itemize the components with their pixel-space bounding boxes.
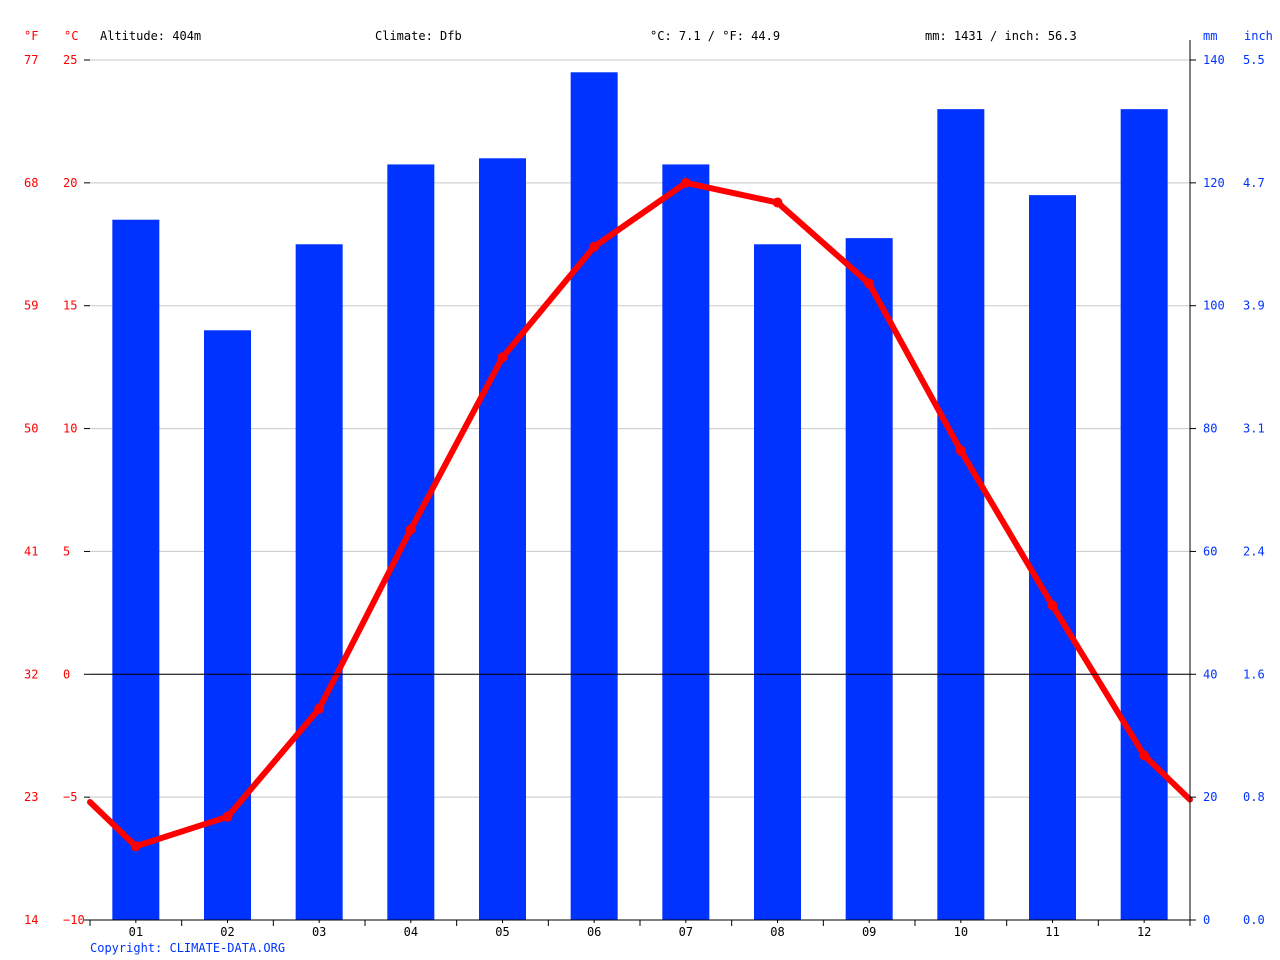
x-tick-label: 04 xyxy=(404,925,418,939)
tick-labels: 01 02 03 04 05 06 07 08 09 10 11 127768595041322314… xyxy=(24,53,1265,939)
y-tick-label-inch: 0.0 xyxy=(1243,913,1265,927)
y-tick-label-mm: 20 xyxy=(1203,790,1217,804)
precip-bar xyxy=(754,244,801,921)
y-tick-label-celsius: 0 xyxy=(63,667,70,681)
y-tick-label-fahrenheit: 14 xyxy=(24,913,38,927)
y-tick-label-celsius: 20 xyxy=(63,176,77,190)
y-tick-label-mm: 140 xyxy=(1203,53,1225,67)
precip-bar xyxy=(570,72,618,921)
temperature-point xyxy=(955,445,966,456)
axis-unit-fahrenheit: °F xyxy=(24,29,38,43)
precip-bar xyxy=(662,164,710,920)
temperature-point xyxy=(222,811,233,822)
temperature-point xyxy=(864,278,875,289)
y-tick-label-mm: 120 xyxy=(1203,176,1225,190)
y-tick-label-fahrenheit: 32 xyxy=(24,667,38,681)
temperature-point xyxy=(405,524,416,535)
y-tick-label-inch: 5.5 xyxy=(1243,53,1265,67)
axis-unit-inch: inch xyxy=(1244,29,1273,43)
precip-bar xyxy=(112,219,160,920)
temperature-average-label: °C: 7.1 / °F: 44.9 xyxy=(650,29,780,43)
x-tick-label: 11 xyxy=(1045,925,1059,939)
y-tick-label-mm: 100 xyxy=(1203,299,1225,313)
y-tick-label-mm: 60 xyxy=(1203,544,1217,558)
copyright-link[interactable]: Copyright: CLIMATE-DATA.ORG xyxy=(90,941,285,955)
y-tick-label-mm: 80 xyxy=(1203,422,1217,436)
precipitation-bars xyxy=(112,72,1168,921)
temperature-point xyxy=(680,177,691,188)
y-tick-label-fahrenheit: 50 xyxy=(24,422,38,436)
y-tick-label-inch: 3.9 xyxy=(1243,299,1265,313)
y-tick-label-celsius: −10 xyxy=(63,913,85,927)
y-tick-label-fahrenheit: 77 xyxy=(24,53,38,67)
temperature-line-group xyxy=(87,177,1193,852)
precip-bar xyxy=(1120,109,1168,920)
temperature-point xyxy=(1047,600,1058,611)
precip-bar xyxy=(204,330,251,920)
y-tick-label-mm: 0 xyxy=(1203,913,1210,927)
climate-label: Climate: Dfb xyxy=(375,29,462,43)
y-tick-label-inch: 4.7 xyxy=(1243,176,1265,190)
x-tick-label: 02 xyxy=(220,925,234,939)
y-tick-label-celsius: 5 xyxy=(63,544,70,558)
x-tick-label: 12 xyxy=(1137,925,1151,939)
y-tick-label-celsius: 25 xyxy=(63,53,77,67)
temperature-line xyxy=(87,179,1193,850)
altitude-label: Altitude: 404m xyxy=(100,29,201,43)
y-tick-label-inch: 2.4 xyxy=(1243,544,1265,558)
precip-bar xyxy=(937,109,985,920)
precip-bar xyxy=(387,164,435,920)
temperature-point xyxy=(497,352,508,363)
x-tick-label: 09 xyxy=(862,925,876,939)
x-tick-label: 01 xyxy=(129,925,143,939)
x-tick-label: 06 xyxy=(587,925,601,939)
y-tick-label-celsius: 10 xyxy=(63,422,77,436)
x-tick-label: 05 xyxy=(495,925,509,939)
y-tick-label-inch: 0.8 xyxy=(1243,790,1265,804)
axis-unit-celsius: °C xyxy=(64,29,78,43)
precip-bar xyxy=(479,158,526,921)
temperature-point xyxy=(314,703,325,714)
x-tick-label: 07 xyxy=(679,925,693,939)
y-tick-label-inch: 3.1 xyxy=(1243,422,1265,436)
temperature-point xyxy=(1139,750,1150,761)
precip-bar xyxy=(295,244,343,921)
x-tick-label: 08 xyxy=(770,925,784,939)
y-tick-label-fahrenheit: 59 xyxy=(24,299,38,313)
axis-unit-mm: mm xyxy=(1203,29,1217,43)
temperature-point xyxy=(589,241,600,252)
x-tick-label: 03 xyxy=(312,925,326,939)
y-tick-label-fahrenheit: 41 xyxy=(24,544,38,558)
axes xyxy=(84,40,1196,926)
precipitation-total-label: mm: 1431 / inch: 56.3 xyxy=(925,29,1077,43)
y-tick-label-mm: 40 xyxy=(1203,667,1217,681)
temperature-point xyxy=(772,197,783,208)
y-tick-label-inch: 1.6 xyxy=(1243,667,1265,681)
y-tick-label-celsius: −5 xyxy=(63,790,77,804)
y-tick-label-fahrenheit: 68 xyxy=(24,176,38,190)
grid-lines xyxy=(90,59,1190,921)
temperature-point xyxy=(130,841,141,852)
x-tick-label: 10 xyxy=(954,925,968,939)
precip-bar xyxy=(845,238,893,921)
precip-bar xyxy=(1029,195,1076,921)
y-tick-label-celsius: 15 xyxy=(63,299,77,313)
y-tick-label-fahrenheit: 23 xyxy=(24,790,38,804)
